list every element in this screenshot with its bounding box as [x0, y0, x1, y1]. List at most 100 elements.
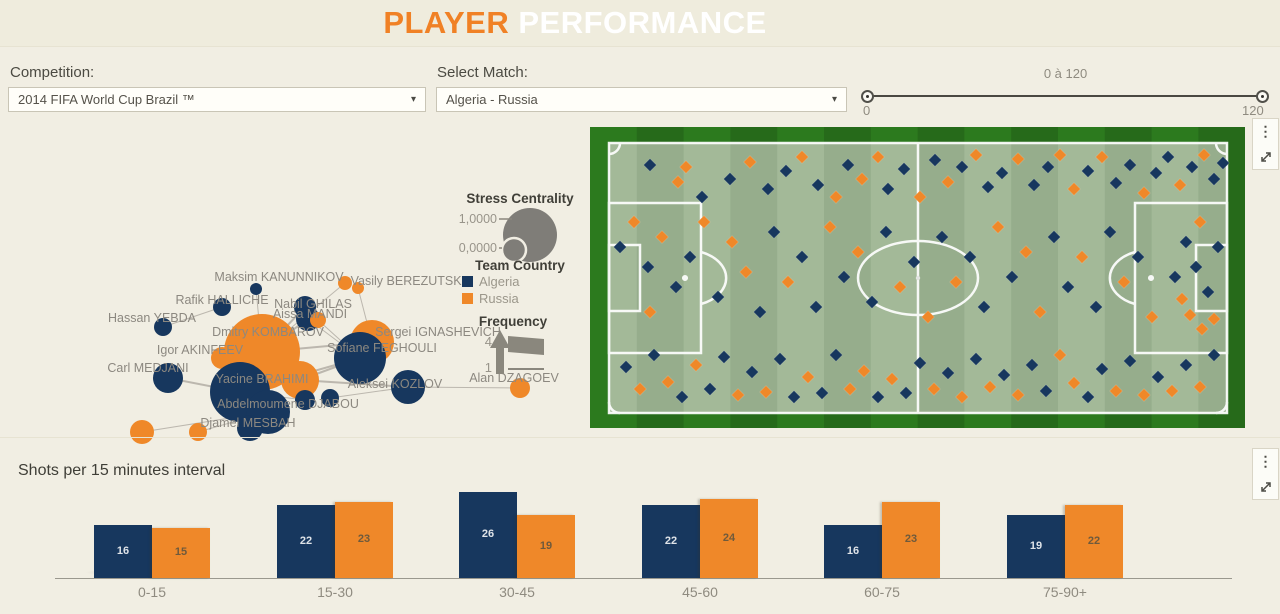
field-point[interactable]	[907, 255, 921, 269]
field-point[interactable]	[671, 175, 685, 189]
field-point[interactable]	[619, 360, 633, 374]
field-point[interactable]	[829, 348, 843, 362]
field-point[interactable]	[1109, 176, 1123, 190]
field-point[interactable]	[1047, 230, 1061, 244]
field-point[interactable]	[1103, 225, 1117, 239]
field-point[interactable]	[761, 182, 775, 196]
field-point[interactable]	[795, 250, 809, 264]
field-point[interactable]	[1193, 380, 1207, 394]
field-point[interactable]	[1168, 270, 1182, 284]
field-point[interactable]	[655, 230, 669, 244]
field-point[interactable]	[779, 164, 793, 178]
field-point[interactable]	[1025, 358, 1039, 372]
field-point[interactable]	[753, 305, 767, 319]
field-point[interactable]	[1109, 384, 1123, 398]
field-point[interactable]	[743, 155, 757, 169]
field-point[interactable]	[647, 348, 661, 362]
field-point[interactable]	[879, 225, 893, 239]
algeria-bar[interactable]: 22	[642, 505, 700, 578]
field-point[interactable]	[841, 158, 855, 172]
field-point[interactable]	[1089, 300, 1103, 314]
field-point[interactable]	[857, 364, 871, 378]
field-point[interactable]	[1033, 305, 1047, 319]
field-point[interactable]	[1137, 186, 1151, 200]
field-point[interactable]	[725, 235, 739, 249]
field-point[interactable]	[1175, 292, 1189, 306]
field-point[interactable]	[1207, 348, 1221, 362]
field-point[interactable]	[935, 230, 949, 244]
field-point[interactable]	[977, 300, 991, 314]
player-node[interactable]	[295, 390, 315, 410]
player-node[interactable]	[213, 298, 231, 316]
field-point[interactable]	[1019, 245, 1033, 259]
field-point[interactable]	[661, 375, 675, 389]
field-point[interactable]	[643, 158, 657, 172]
player-node[interactable]	[334, 332, 386, 384]
field-point[interactable]	[837, 270, 851, 284]
field-point[interactable]	[995, 166, 1009, 180]
field-point[interactable]	[1137, 388, 1151, 402]
field-point[interactable]	[1011, 388, 1025, 402]
field-point[interactable]	[795, 150, 809, 164]
field-point[interactable]	[1117, 275, 1131, 289]
field-point[interactable]	[881, 182, 895, 196]
field-point[interactable]	[1207, 172, 1221, 186]
field-point[interactable]	[1151, 370, 1165, 384]
player-node[interactable]	[352, 282, 364, 294]
time-slider-handle-max[interactable]	[1256, 90, 1269, 103]
field-point[interactable]	[1005, 270, 1019, 284]
field-point[interactable]	[941, 175, 955, 189]
field-point[interactable]	[843, 382, 857, 396]
field-point[interactable]	[955, 390, 969, 404]
player-node[interactable]	[310, 312, 326, 328]
player-node[interactable]	[211, 347, 233, 369]
field-point[interactable]	[1207, 312, 1221, 326]
field-point[interactable]	[723, 172, 737, 186]
player-node[interactable]	[153, 363, 183, 393]
field-point[interactable]	[773, 352, 787, 366]
field-point[interactable]	[815, 386, 829, 400]
field-point[interactable]	[1179, 235, 1193, 249]
field-point[interactable]	[711, 290, 725, 304]
field-point[interactable]	[823, 220, 837, 234]
field-point[interactable]	[1189, 260, 1203, 274]
field-point[interactable]	[983, 380, 997, 394]
field-point[interactable]	[643, 305, 657, 319]
field-point[interactable]	[1067, 182, 1081, 196]
time-slider-track[interactable]	[868, 95, 1263, 97]
field-point[interactable]	[739, 265, 753, 279]
field-point[interactable]	[941, 366, 955, 380]
player-node[interactable]	[237, 415, 263, 441]
field-point[interactable]	[991, 220, 1005, 234]
time-slider-handle-min[interactable]	[861, 90, 874, 103]
field-point[interactable]	[759, 385, 773, 399]
player-node[interactable]	[189, 423, 207, 441]
field-point[interactable]	[865, 295, 879, 309]
field-point[interactable]	[1216, 156, 1230, 170]
field-point[interactable]	[717, 350, 731, 364]
field-point[interactable]	[1131, 250, 1145, 264]
field-point[interactable]	[913, 190, 927, 204]
field-point[interactable]	[1179, 358, 1193, 372]
field-point[interactable]	[921, 310, 935, 324]
field-point[interactable]	[811, 178, 825, 192]
field-point[interactable]	[897, 162, 911, 176]
algeria-bar[interactable]: 16	[824, 525, 882, 578]
field-point[interactable]	[899, 386, 913, 400]
field-point[interactable]	[669, 280, 683, 294]
field-point[interactable]	[1193, 215, 1207, 229]
field-point[interactable]	[1041, 160, 1055, 174]
field-point[interactable]	[1197, 148, 1211, 162]
field-point[interactable]	[1061, 280, 1075, 294]
field-point[interactable]	[697, 215, 711, 229]
russia-bar[interactable]: 22	[1065, 505, 1123, 578]
field-point[interactable]	[1081, 164, 1095, 178]
field-point[interactable]	[1081, 390, 1095, 404]
menu-dots-icon[interactable]: ⋮	[1258, 123, 1273, 139]
player-node[interactable]	[130, 420, 154, 444]
field-point[interactable]	[871, 150, 885, 164]
algeria-bar[interactable]: 22	[277, 505, 335, 578]
field-point[interactable]	[633, 382, 647, 396]
field-point[interactable]	[1039, 384, 1053, 398]
player-node[interactable]	[321, 389, 339, 407]
